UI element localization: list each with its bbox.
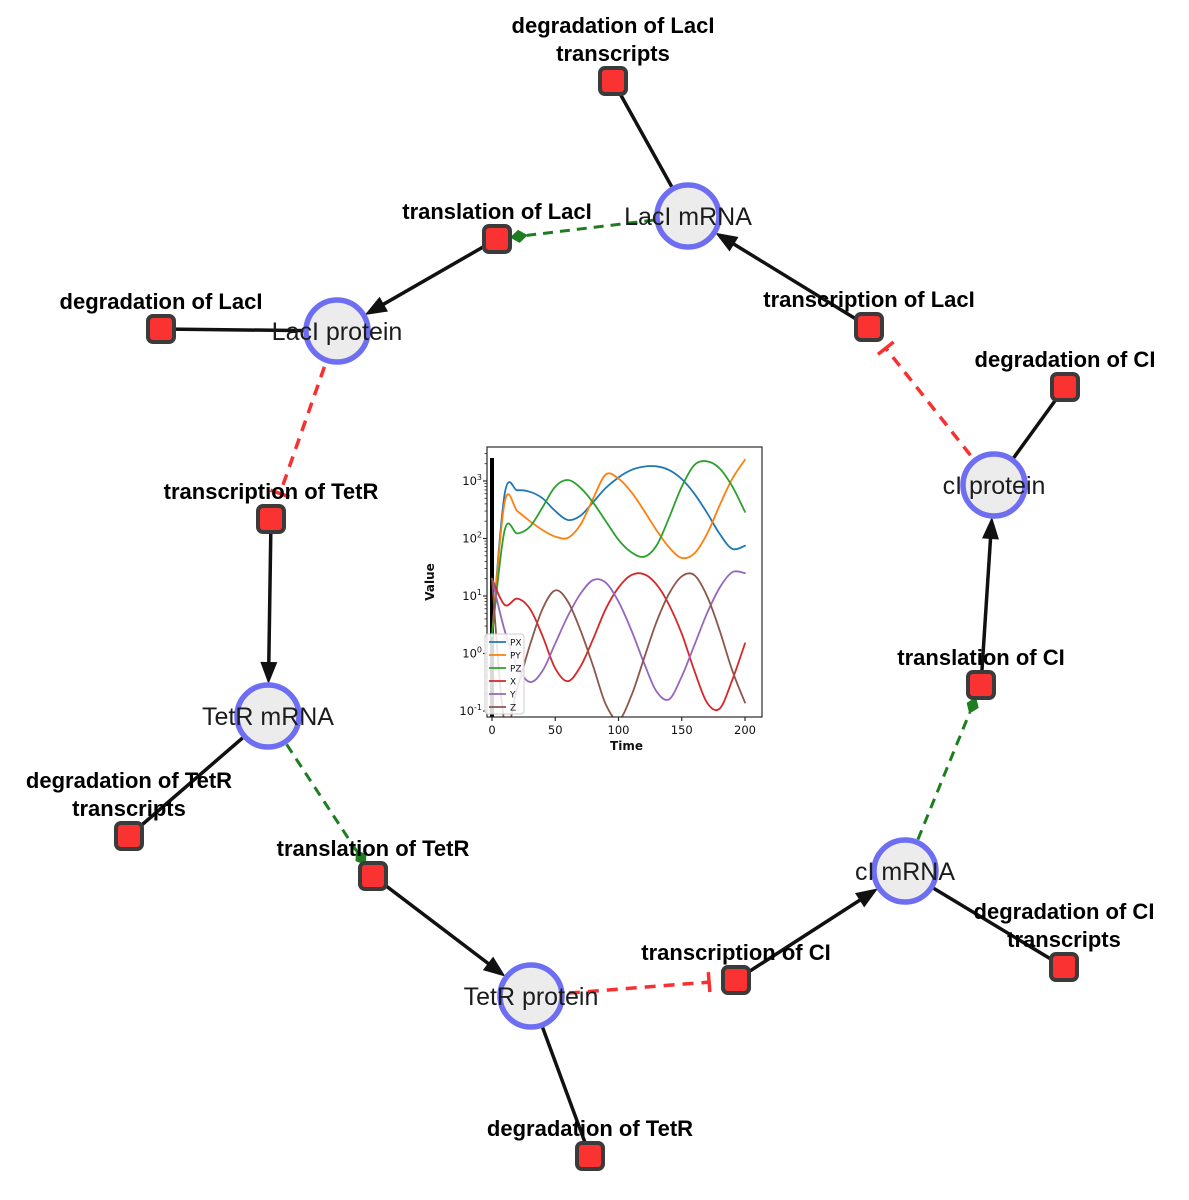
reaction-node-deg_laci bbox=[146, 314, 176, 344]
chart-legend: PX PY PZ XYZ bbox=[484, 633, 525, 715]
reaction-node-tc_ci bbox=[721, 965, 751, 995]
labels-layer: LacI mRNA LacI protein TetR mRNA TetR prote… bbox=[26, 13, 1156, 1141]
y-tick-label: 101 bbox=[462, 588, 482, 603]
reaction-node-tl_laci bbox=[482, 224, 512, 254]
reaction-node-tl_tetr bbox=[358, 861, 388, 891]
x-tick-label: 150 bbox=[671, 723, 693, 737]
series-line-PY bbox=[491, 458, 746, 638]
edge-product-tl_laci-laci_protein bbox=[364, 237, 498, 316]
reaction-label-tc_tetr: transcription of TetR bbox=[164, 479, 379, 504]
species-label-tetr_mrna: TetR mRNA bbox=[202, 703, 334, 731]
x-axis-label: Time bbox=[610, 739, 643, 753]
y-tick-label: 102 bbox=[462, 531, 482, 546]
inhibition-tbar-icon bbox=[269, 488, 290, 499]
species-node-laci_protein bbox=[303, 297, 371, 365]
reaction-label-deg_laci_tx: degradation of LacI transcripts bbox=[512, 13, 715, 66]
edge-product-tc_ci-ci_mrna bbox=[735, 888, 879, 982]
species-label-laci_mrna: LacI mRNA bbox=[624, 203, 752, 231]
edge-product-tl_tetr-tetr_protein bbox=[371, 874, 506, 977]
y-axis-label: Value bbox=[423, 563, 437, 601]
species-node-tetr_protein bbox=[497, 962, 565, 1030]
reaction-label-tl_tetr: translation of TetR bbox=[277, 836, 470, 861]
series-line-PX bbox=[491, 465, 746, 638]
y-tick-label: 10-1 bbox=[459, 703, 482, 718]
arrowhead-icon bbox=[260, 661, 278, 685]
series-line-Z bbox=[491, 572, 746, 717]
reaction-label-deg_ci_tx: degradation of CI transcripts bbox=[974, 899, 1155, 952]
reaction-node-tl_ci bbox=[966, 670, 996, 700]
modifier-arrowhead-icon bbox=[966, 697, 979, 714]
edge-modifier-ci_mrna-tl_ci bbox=[903, 697, 979, 872]
arrowhead-icon bbox=[482, 956, 506, 977]
y-tick-label: 103 bbox=[462, 473, 482, 488]
reaction-node-deg_ci_tx bbox=[1049, 952, 1079, 982]
simulation-plot: 0 50 100 150 20010-1100101102103TimeValuePXP… bbox=[423, 446, 763, 753]
reaction-node-deg_ci bbox=[1050, 372, 1080, 402]
arrowhead-icon bbox=[715, 232, 739, 252]
axis-ticks: 0 50 100 150 200 10-1 100 101 102 103 bbox=[459, 453, 756, 737]
reaction-node-deg_tetr_tx bbox=[114, 821, 144, 851]
species-label-laci_protein: LacI protein bbox=[272, 318, 403, 346]
x-tick-label: 50 bbox=[548, 723, 563, 737]
reaction-label-tl_laci: translation of LacI bbox=[402, 199, 591, 224]
x-tick-label: 100 bbox=[608, 723, 630, 737]
reaction-node-deg_laci_tx bbox=[598, 66, 628, 96]
legend-label-X: X bbox=[510, 678, 516, 688]
x-tick-label: 0 bbox=[488, 723, 495, 737]
edge-product-tc_laci-laci_mrna bbox=[715, 232, 870, 329]
arrowhead-icon bbox=[855, 888, 879, 908]
edge-product-tc_tetr-tetr_mrna bbox=[260, 518, 278, 685]
reaction-node-deg_tetr bbox=[575, 1141, 605, 1171]
legend-label-Y: Y bbox=[509, 691, 516, 701]
reaction-label-deg_ci: degradation of CI bbox=[975, 347, 1156, 372]
series-line-PZ bbox=[491, 460, 746, 638]
species-label-tetr_protein: TetR protein bbox=[464, 983, 599, 1011]
species-node-tetr_mrna bbox=[234, 682, 302, 750]
legend-label-Z: Z bbox=[510, 704, 516, 714]
reaction-label-deg_tetr_tx: degradation of TetR transcripts bbox=[26, 768, 232, 821]
reaction-label-tc_ci: transcription of CI bbox=[641, 940, 830, 965]
species-node-ci_mrna bbox=[871, 837, 939, 905]
inhibition-tbar-icon bbox=[876, 340, 895, 356]
arrowhead-icon bbox=[364, 296, 389, 316]
legend-label-PZ: PZ bbox=[510, 665, 522, 675]
series-line-X bbox=[491, 572, 746, 712]
reaction-label-deg_tetr: degradation of TetR bbox=[487, 1116, 693, 1141]
x-tick-label: 200 bbox=[734, 723, 756, 737]
reaction-label-deg_laci: degradation of LacI bbox=[60, 289, 263, 314]
reaction-node-tc_laci bbox=[854, 312, 884, 342]
legend-label-PY: PY bbox=[510, 652, 521, 662]
y-tick-label: 100 bbox=[462, 646, 482, 661]
plot-background bbox=[487, 447, 762, 717]
nodes-layer bbox=[114, 66, 1080, 1171]
legend-label-PX: PX bbox=[510, 639, 522, 649]
species-label-ci_protein: cI protein bbox=[943, 472, 1046, 500]
axes-frame bbox=[486, 446, 763, 718]
modifier-arrowhead-icon bbox=[509, 229, 528, 243]
series-line-Y bbox=[491, 570, 746, 701]
reaction-label-tl_ci: translation of CI bbox=[897, 645, 1064, 670]
edge-product-tl_ci-ci_protein bbox=[979, 516, 999, 686]
species-label-ci_mrna: cI mRNA bbox=[855, 858, 955, 886]
species-node-laci_mrna bbox=[654, 182, 722, 250]
edge-modifier-laci_mrna-tl_laci bbox=[509, 214, 689, 243]
reaction-node-tc_tetr bbox=[256, 504, 286, 534]
inhibition-tbar-icon bbox=[706, 971, 712, 993]
species-node-ci_protein bbox=[960, 451, 1028, 519]
reaction-label-tc_laci: transcription of LacI bbox=[763, 287, 974, 312]
arrowhead-icon bbox=[982, 516, 999, 540]
